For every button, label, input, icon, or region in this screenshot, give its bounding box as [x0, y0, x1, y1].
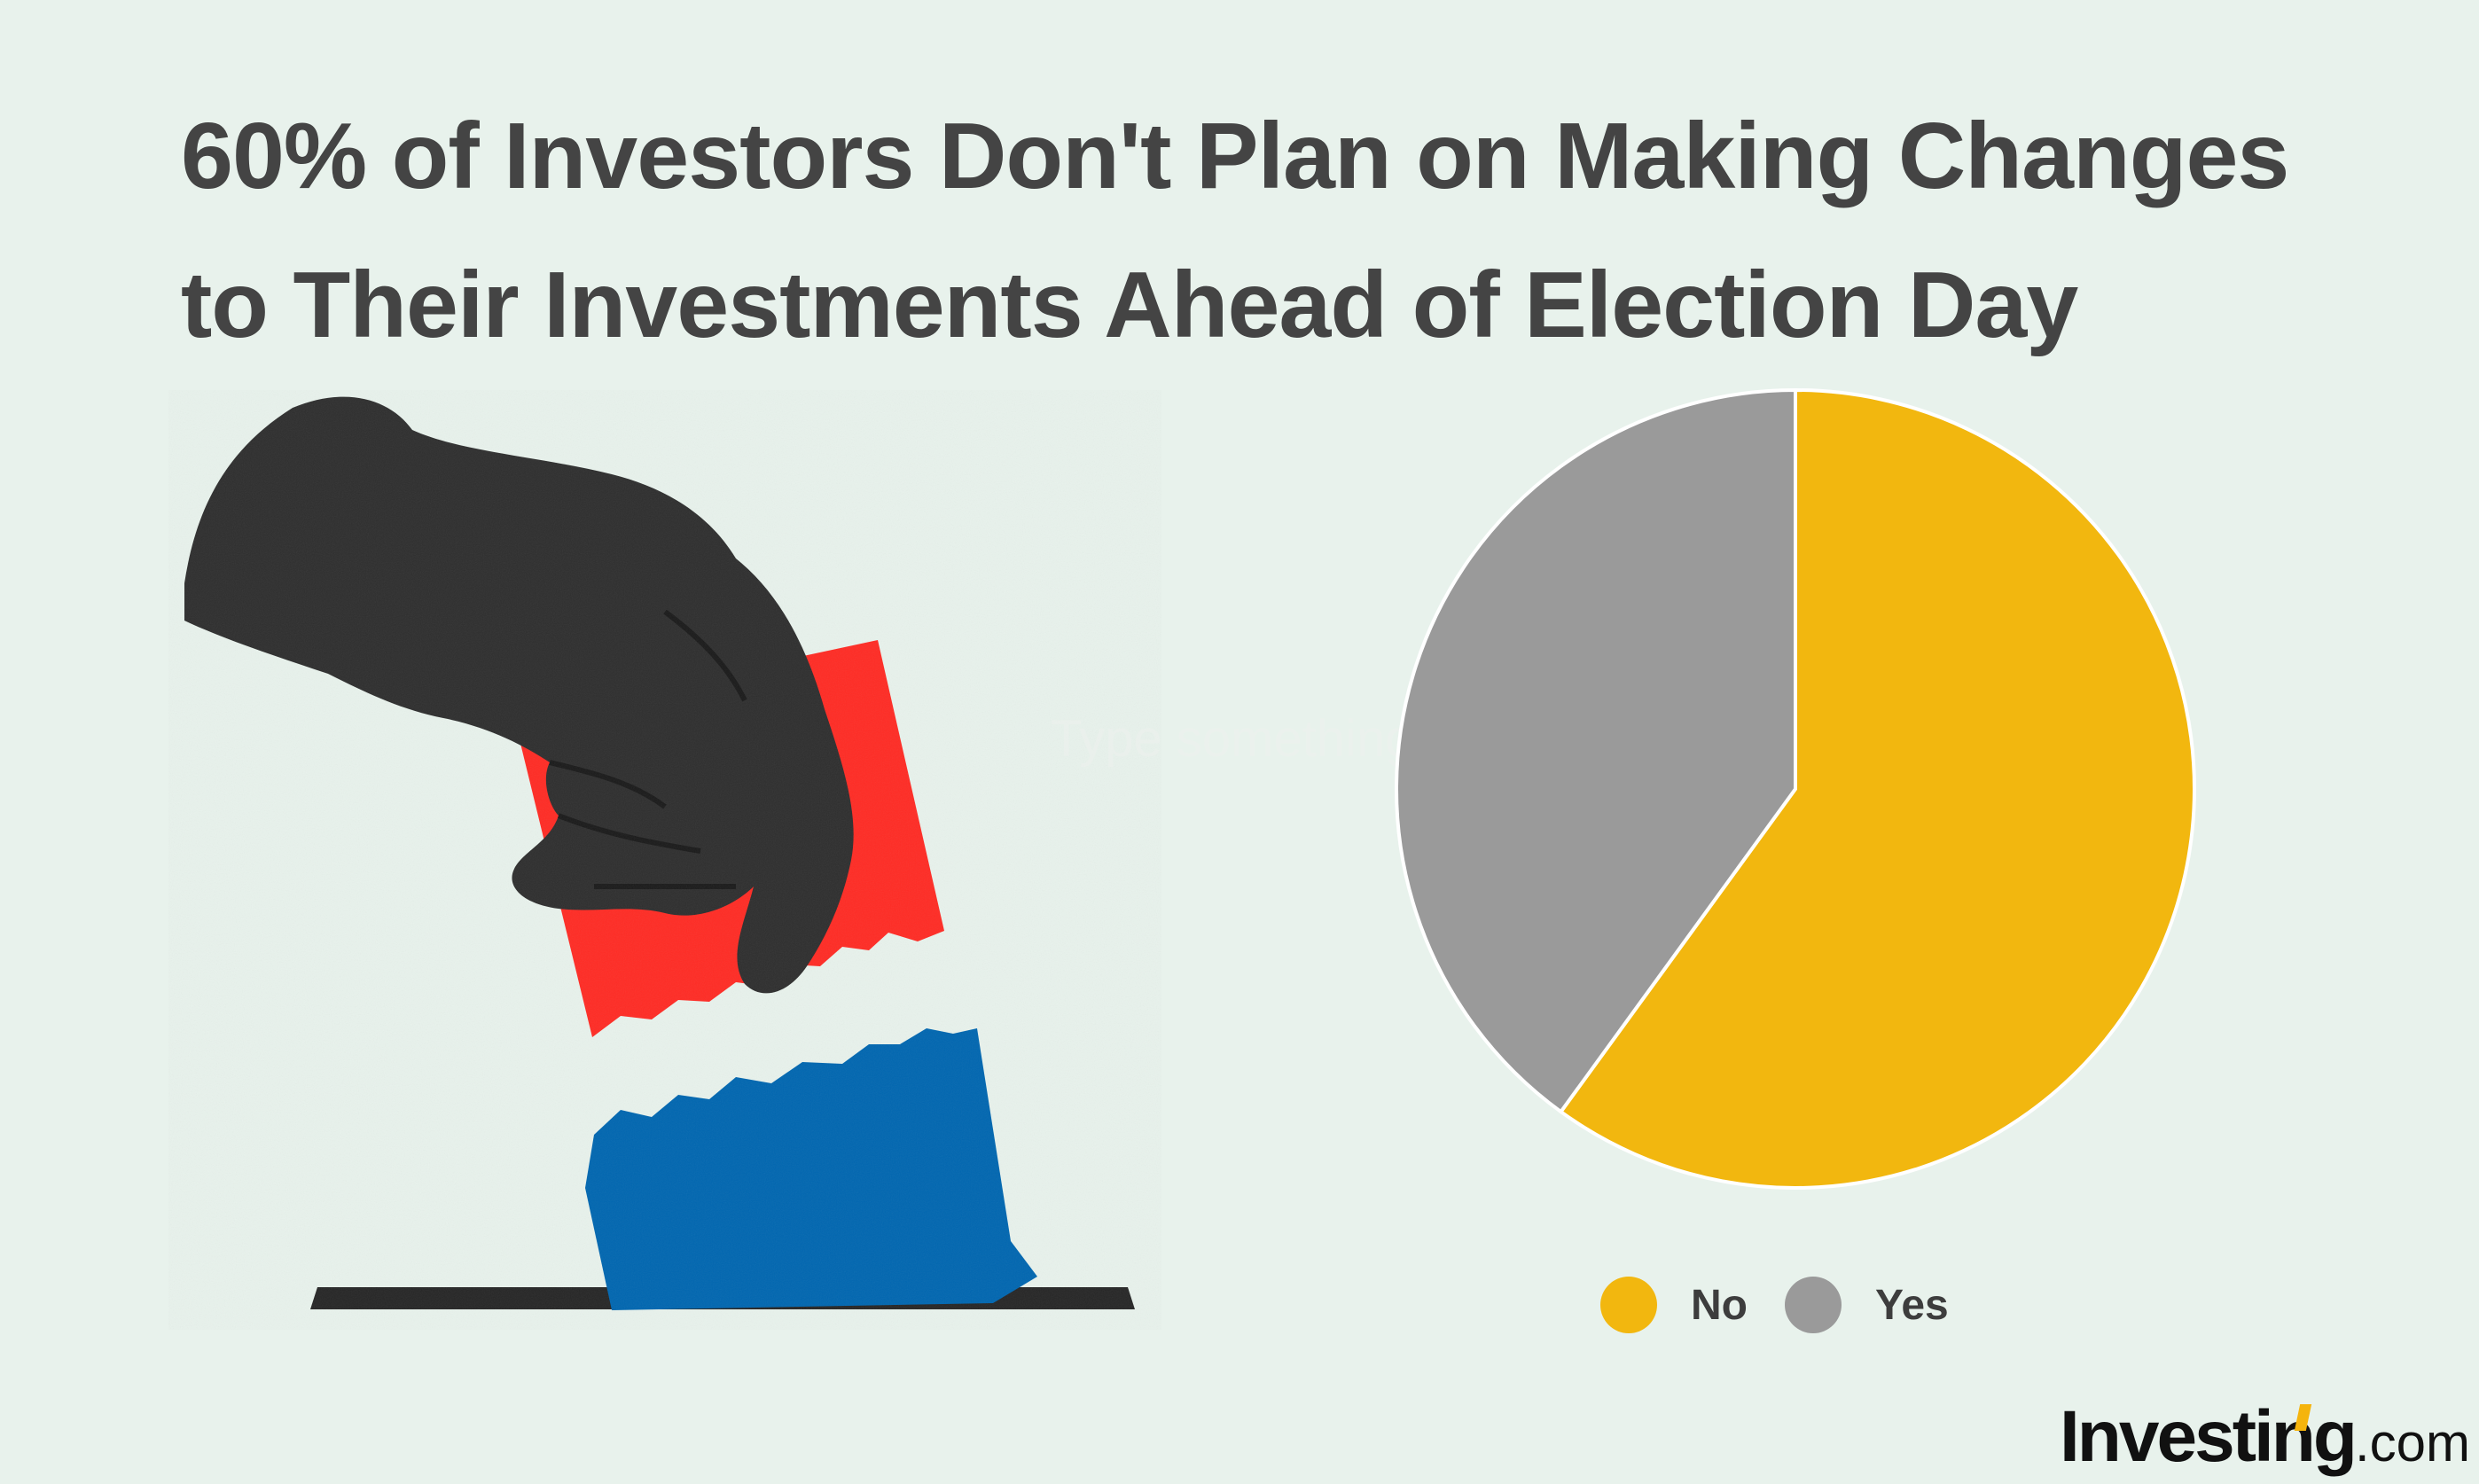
chart-title-line-2: to Their Investments Ahead of Election D…	[181, 253, 2078, 357]
pie-slice-yes	[1395, 387, 1797, 1114]
pie-slice-no	[1558, 387, 2196, 1190]
placeholder-ghost-text: Type something	[1051, 710, 1401, 768]
pie-slices	[1395, 387, 2196, 1190]
ballot-hand-illustration	[168, 390, 1161, 1330]
investing-logo: Investing .com	[2060, 1395, 2470, 1479]
pie-chart	[1395, 387, 2196, 1190]
legend-swatch-no	[1600, 1277, 1657, 1333]
legend-label-yes: Yes	[1874, 1281, 1949, 1329]
chart-title-line-1: 60% of Investors Don't Plan on Making Ch…	[181, 104, 2289, 208]
legend-item-yes: Yes	[1784, 1277, 1949, 1333]
legend-swatch-yes	[1784, 1277, 1842, 1333]
chart-title: 60% of Investors Don't Plan on Making Ch…	[181, 82, 2353, 379]
chart-legend: No Yes	[1600, 1277, 1986, 1333]
logo-suffix: .com	[2354, 1413, 2470, 1472]
legend-item-no: No	[1600, 1277, 1748, 1333]
legend-label-no: No	[1691, 1281, 1748, 1329]
